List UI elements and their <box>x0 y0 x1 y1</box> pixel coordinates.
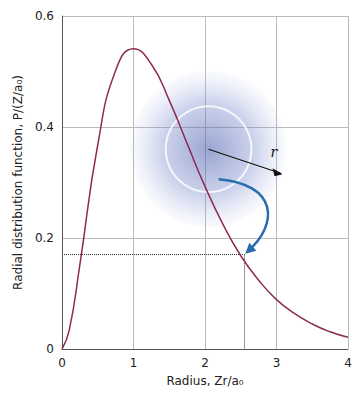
svg-text:Radial distribution function,: Radial distribution function, P/(Z/a₀) <box>11 75 25 290</box>
svg-text:r: r <box>271 144 279 160</box>
svg-text:1: 1 <box>130 356 138 370</box>
svg-text:0: 0 <box>46 342 54 356</box>
svg-text:0.6: 0.6 <box>35 9 54 23</box>
svg-text:4: 4 <box>344 356 352 370</box>
svg-text:0.4: 0.4 <box>35 120 54 134</box>
svg-text:0.2: 0.2 <box>35 231 54 245</box>
svg-text:3: 3 <box>273 356 281 370</box>
svg-text:2: 2 <box>201 356 209 370</box>
svg-text:Radius, Zr/a₀: Radius, Zr/a₀ <box>166 374 243 388</box>
svg-text:0: 0 <box>58 356 66 370</box>
